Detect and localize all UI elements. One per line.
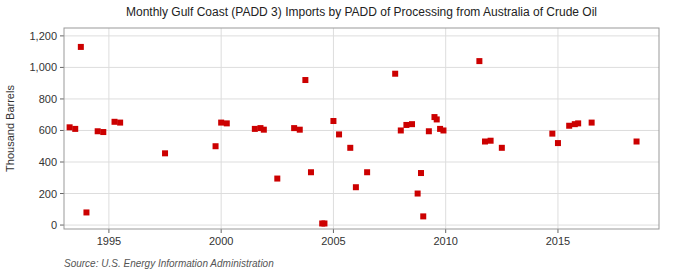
y-axis-label: Thousand Barrels — [4, 85, 16, 172]
point — [274, 176, 280, 182]
tick — [60, 98, 64, 99]
point — [347, 145, 353, 151]
point — [634, 139, 640, 145]
tick — [445, 229, 446, 233]
grid-line — [221, 28, 222, 229]
point — [336, 131, 342, 137]
point — [330, 118, 336, 124]
grid-line — [64, 98, 659, 99]
tick-label: 1,000 — [29, 61, 57, 73]
tick-label: 200 — [39, 188, 57, 200]
tick — [60, 225, 64, 226]
point — [426, 128, 432, 134]
tick — [333, 229, 334, 233]
point — [321, 220, 327, 226]
point — [224, 120, 230, 126]
title: Monthly Gulf Coast (PADD 3) Imports by P… — [126, 5, 597, 19]
grid-line — [333, 28, 334, 229]
grid-line — [64, 193, 659, 194]
tick-label: 1995 — [97, 235, 121, 247]
point — [566, 123, 572, 129]
point — [297, 127, 303, 133]
point — [364, 169, 370, 175]
point — [213, 143, 219, 149]
point — [308, 169, 314, 175]
point — [117, 120, 123, 126]
plot-frame — [64, 28, 659, 229]
point — [555, 140, 561, 146]
point — [549, 131, 555, 137]
tick-label: 2010 — [433, 235, 457, 247]
tick — [60, 162, 64, 163]
chart: Monthly Gulf Coast (PADD 3) Imports by P… — [0, 0, 675, 275]
tick — [60, 35, 64, 36]
tick-label: 1,200 — [29, 30, 57, 42]
tick — [60, 67, 64, 68]
tick-label: 400 — [39, 156, 57, 168]
point — [403, 122, 409, 128]
axes: 0 200 400 600 800 1,000 1,200 1995 2000 2005 2010 2… — [29, 28, 659, 247]
point — [95, 128, 101, 134]
grid-line — [108, 28, 109, 229]
point — [589, 120, 595, 126]
point — [67, 124, 73, 130]
point — [434, 116, 440, 122]
source: Source: U.S. Energy Information Administ… — [64, 258, 274, 269]
point — [418, 170, 424, 176]
points — [67, 44, 640, 227]
point — [440, 127, 446, 133]
point — [392, 71, 398, 77]
point — [488, 138, 494, 144]
tick-label: 2005 — [321, 235, 345, 247]
grid-line — [64, 35, 659, 36]
point — [482, 139, 488, 145]
point — [353, 184, 359, 190]
grid-line — [64, 162, 659, 163]
point — [409, 121, 415, 127]
point — [72, 126, 78, 132]
point — [476, 58, 482, 64]
grid-line — [557, 28, 558, 229]
point — [218, 120, 224, 126]
grid-line — [64, 67, 659, 68]
tick — [60, 193, 64, 194]
point — [162, 150, 168, 156]
point — [302, 77, 308, 83]
point — [398, 127, 404, 133]
point — [112, 119, 118, 125]
point — [575, 120, 581, 126]
point — [415, 191, 421, 197]
grid-line — [64, 130, 659, 131]
tick-label: 2000 — [209, 235, 233, 247]
point — [100, 129, 106, 135]
point — [252, 126, 258, 132]
tick — [557, 229, 558, 233]
tick — [108, 229, 109, 233]
point — [420, 213, 426, 219]
tick-label: 800 — [39, 93, 57, 105]
point — [499, 145, 505, 151]
tick-label: 2015 — [546, 235, 570, 247]
grid-line — [64, 225, 659, 226]
grid — [64, 28, 659, 229]
point — [78, 44, 84, 50]
point — [291, 125, 297, 131]
tick — [60, 130, 64, 131]
point — [261, 127, 267, 133]
tick — [221, 229, 222, 233]
tick-label: 600 — [39, 124, 57, 136]
tick-label: 0 — [51, 219, 57, 231]
point — [83, 209, 89, 215]
